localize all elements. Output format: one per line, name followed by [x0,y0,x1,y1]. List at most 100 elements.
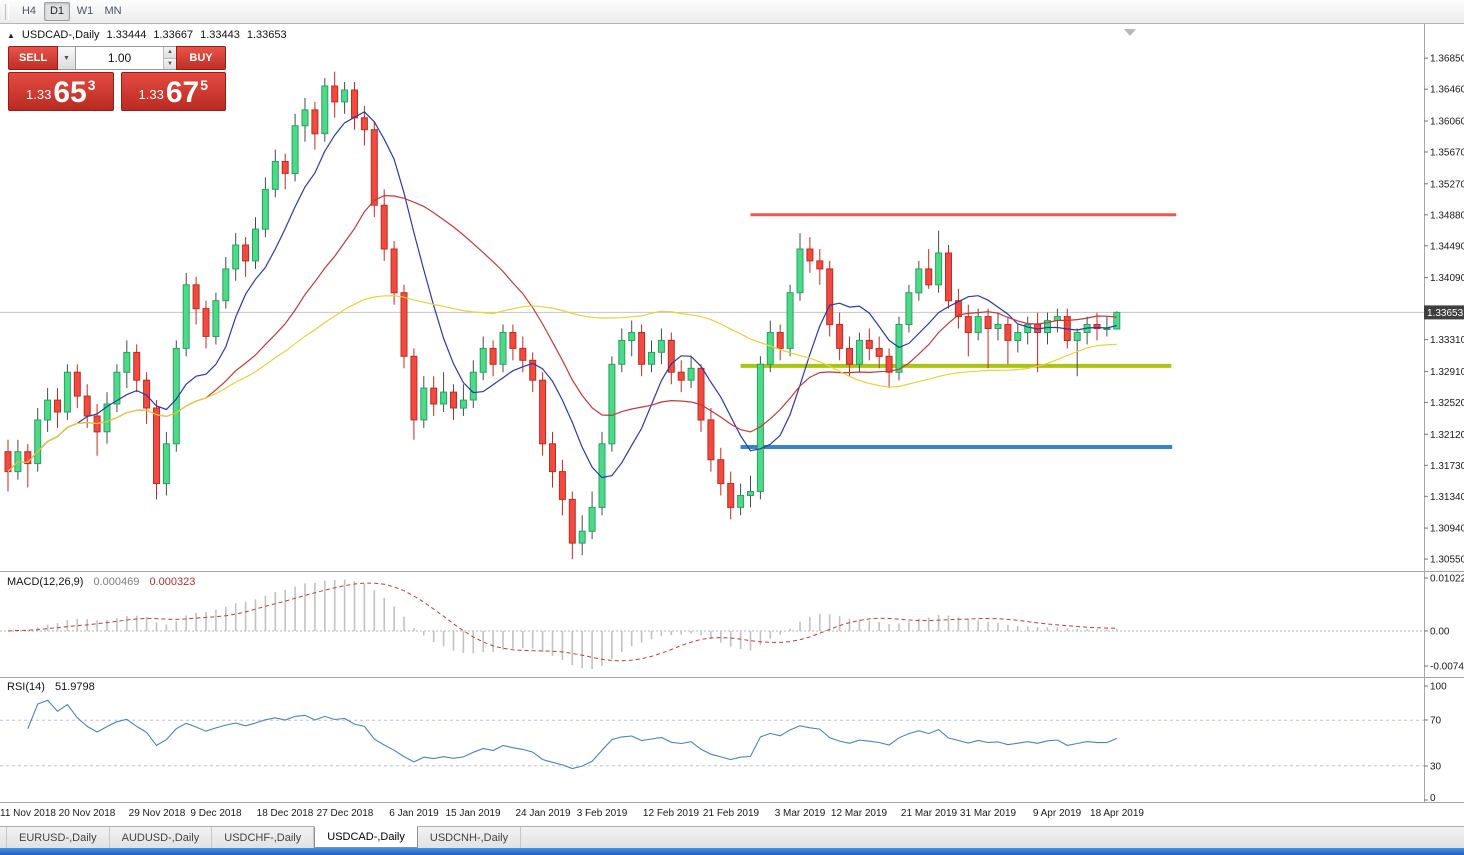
volume-input[interactable] [76,47,163,69]
svg-text:0.00: 0.00 [1430,627,1450,638]
timeframe-button-d1[interactable]: D1 [44,2,70,21]
svg-text:1.34490: 1.34490 [1430,241,1464,252]
chart-tab-usdcad[interactable]: USDCAD-,Daily [314,826,418,848]
quote-header: ▲ USDCAD-,Daily 1.33444 1.33667 1.33443 … [7,29,287,41]
macd-signal-line [7,582,1117,662]
date-label: 9 Dec 2018 [190,808,242,819]
quote-open: 1.33444 [106,29,147,41]
toolbar-grip [5,3,9,20]
macd-histogram [17,579,1118,669]
svg-text:1.31730: 1.31730 [1430,461,1464,472]
date-axis[interactable]: 11 Nov 2018 20 Nov 2018 29 Nov 2018 9 Dec 2… [0,802,1464,826]
rsi-value: 51.9798 [54,681,95,693]
volume-decrement-icon[interactable]: ▼ [164,58,176,69]
svg-text:0.010229: 0.010229 [1430,574,1464,585]
ask-price-prefix: 1.33 [138,87,164,102]
svg-text:100: 100 [1430,682,1447,693]
rsi-name: RSI(14) [7,681,45,693]
rsi-line [27,699,1118,770]
timeframe-button-h4[interactable]: H4 [21,5,37,17]
chart-tab-usdcnh[interactable]: USDCNH-,Daily [418,827,522,848]
svg-text:70: 70 [1430,716,1442,727]
quote-low: 1.33443 [200,29,240,41]
timeframe-toolbar: H4 D1 W1 MN [0,0,1464,24]
price-scale[interactable]: 1.36850 1.36460 1.36060 1.35670 1.35270 1.348… [1424,54,1464,802]
candles [4,71,1121,560]
trade-prices-row: 1.33 65 3 1.33 67 5 [8,72,226,111]
svg-text:1.32910: 1.32910 [1430,367,1464,378]
volume-spinner: ▲ ▼ [163,47,176,69]
rsi-indicator-label: RSI(14) 51.9798 [7,681,95,693]
macd-signal-value: 0.000323 [149,576,196,588]
chart-tab-eurusd[interactable]: EURUSD-,Daily [6,827,110,848]
svg-text:-0.007477: -0.007477 [1430,662,1464,673]
date-label: 18 Apr 2019 [1090,808,1144,819]
bid-price-big: 65 [53,75,87,109]
ask-price-pip: 5 [200,77,208,93]
svg-text:1.30550: 1.30550 [1430,555,1464,566]
svg-text:1.33653: 1.33653 [1427,308,1464,319]
sell-button[interactable]: SELL [8,46,58,70]
chart-tab-bar: EURUSD-,Daily AUDUSD-,Daily USDCHF-,Daily U… [0,826,1464,848]
moving-average-50 [7,295,1117,473]
svg-text:1.31340: 1.31340 [1430,492,1464,503]
ask-price-big: 67 [165,75,200,109]
taskbar-edge [0,848,1464,855]
chart-shift-marker[interactable] [1124,29,1136,36]
macd-main-value: 0.000469 [93,576,140,588]
date-label: 3 Feb 2019 [576,808,628,819]
date-label: 20 Nov 2018 [58,808,116,819]
date-label: 12 Mar 2019 [830,808,888,819]
svg-text:1.35270: 1.35270 [1430,179,1464,190]
macd-name: MACD(12,26,9) [7,576,84,588]
volume-field-wrap: ▲ ▼ [76,46,176,70]
date-label: 21 Feb 2019 [702,808,760,819]
date-label: 9 Apr 2019 [1032,808,1082,819]
svg-text:1.33310: 1.33310 [1430,335,1464,346]
current-price-badge [1424,305,1464,320]
trade-controls-row: SELL ▼ ▲ ▼ BUY [8,46,226,70]
svg-text:1.36850: 1.36850 [1430,54,1464,65]
quote-close: 1.33653 [246,29,287,41]
date-label: 18 Dec 2018 [256,808,314,819]
volume-increment-icon[interactable]: ▲ [164,47,176,59]
macd-indicator-label: MACD(12,26,9) 0.000469 0.000323 [7,576,195,588]
date-label: 24 Jan 2019 [515,808,571,819]
bid-price-panel[interactable]: 1.33 65 3 [8,72,114,111]
quote-high: 1.33667 [153,29,194,41]
timeframe-button-w1[interactable]: W1 [76,5,94,17]
bid-price-pip: 3 [87,77,96,93]
svg-text:1.34880: 1.34880 [1430,210,1464,221]
date-label: 6 Jan 2019 [389,808,439,819]
date-label: 11 Nov 2018 [0,808,56,819]
svg-text:1.36460: 1.36460 [1430,85,1464,96]
chevron-down-icon: ▼ [63,54,70,62]
bid-price-prefix: 1.33 [26,87,52,102]
symbol-period-label: USDCAD-,Daily [21,29,100,41]
svg-text:1.35670: 1.35670 [1430,148,1464,159]
ask-price-panel[interactable]: 1.33 67 5 [120,72,226,111]
chart-tab-audusd[interactable]: AUDUSD-,Daily [110,827,213,848]
timeframe-button-mn[interactable]: MN [104,5,122,17]
svg-text:1.32520: 1.32520 [1430,398,1464,409]
volume-dropdown-button[interactable]: ▼ [58,46,76,70]
svg-text:30: 30 [1430,762,1442,773]
date-label: 31 Mar 2019 [959,808,1017,819]
chart-tab-usdchf[interactable]: USDCHF-,Daily [212,827,315,848]
svg-text:1.32120: 1.32120 [1430,430,1464,441]
svg-text:0: 0 [1430,793,1436,802]
chart-canvas[interactable]: 1.36850 1.36460 1.36060 1.35670 1.35270 1.348… [0,24,1464,802]
one-click-trading-panel: SELL ▼ ▲ ▼ BUY 1.33 65 3 1.33 67 5 [8,46,226,111]
date-label: 15 Jan 2019 [445,808,501,819]
date-label: 21 Mar 2019 [900,808,958,819]
date-label: 12 Feb 2019 [642,808,700,819]
svg-text:1.34090: 1.34090 [1430,273,1464,284]
horizontal-trend-lines[interactable] [740,213,1177,449]
moving-average-8 [7,111,1117,479]
date-label: 3 Mar 2019 [774,808,826,819]
date-label: 29 Nov 2018 [128,808,186,819]
date-label: 27 Dec 2018 [316,808,374,819]
collapse-triangle-icon[interactable]: ▲ [7,30,15,40]
buy-button[interactable]: BUY [176,46,226,70]
